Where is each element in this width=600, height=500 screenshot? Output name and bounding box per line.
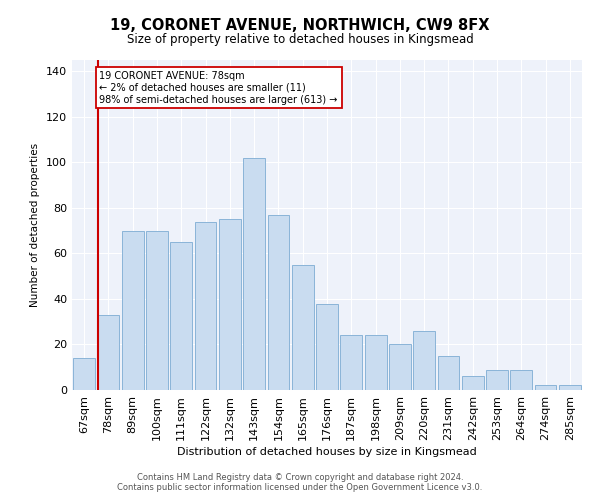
Text: Size of property relative to detached houses in Kingsmead: Size of property relative to detached ho… [127, 32, 473, 46]
Bar [194, 222, 217, 390]
Bar [511, 370, 532, 390]
Bar [559, 386, 581, 390]
Bar [243, 158, 265, 390]
Bar [97, 315, 119, 390]
Bar [316, 304, 338, 390]
Bar [486, 370, 508, 390]
Bar [73, 358, 95, 390]
Bar [146, 230, 168, 390]
Bar [292, 265, 314, 390]
Bar [462, 376, 484, 390]
Bar [219, 220, 241, 390]
Y-axis label: Number of detached properties: Number of detached properties [31, 143, 40, 307]
Bar [535, 386, 556, 390]
Bar [170, 242, 192, 390]
Text: 19 CORONET AVENUE: 78sqm
← 2% of detached houses are smaller (11)
98% of semi-de: 19 CORONET AVENUE: 78sqm ← 2% of detache… [100, 72, 338, 104]
Text: Contains HM Land Registry data © Crown copyright and database right 2024.
Contai: Contains HM Land Registry data © Crown c… [118, 473, 482, 492]
Bar [122, 230, 143, 390]
Text: 19, CORONET AVENUE, NORTHWICH, CW9 8FX: 19, CORONET AVENUE, NORTHWICH, CW9 8FX [110, 18, 490, 32]
X-axis label: Distribution of detached houses by size in Kingsmead: Distribution of detached houses by size … [177, 447, 477, 457]
Bar [437, 356, 460, 390]
Bar [413, 331, 435, 390]
Bar [365, 336, 386, 390]
Bar [268, 215, 289, 390]
Bar [389, 344, 411, 390]
Bar [340, 336, 362, 390]
